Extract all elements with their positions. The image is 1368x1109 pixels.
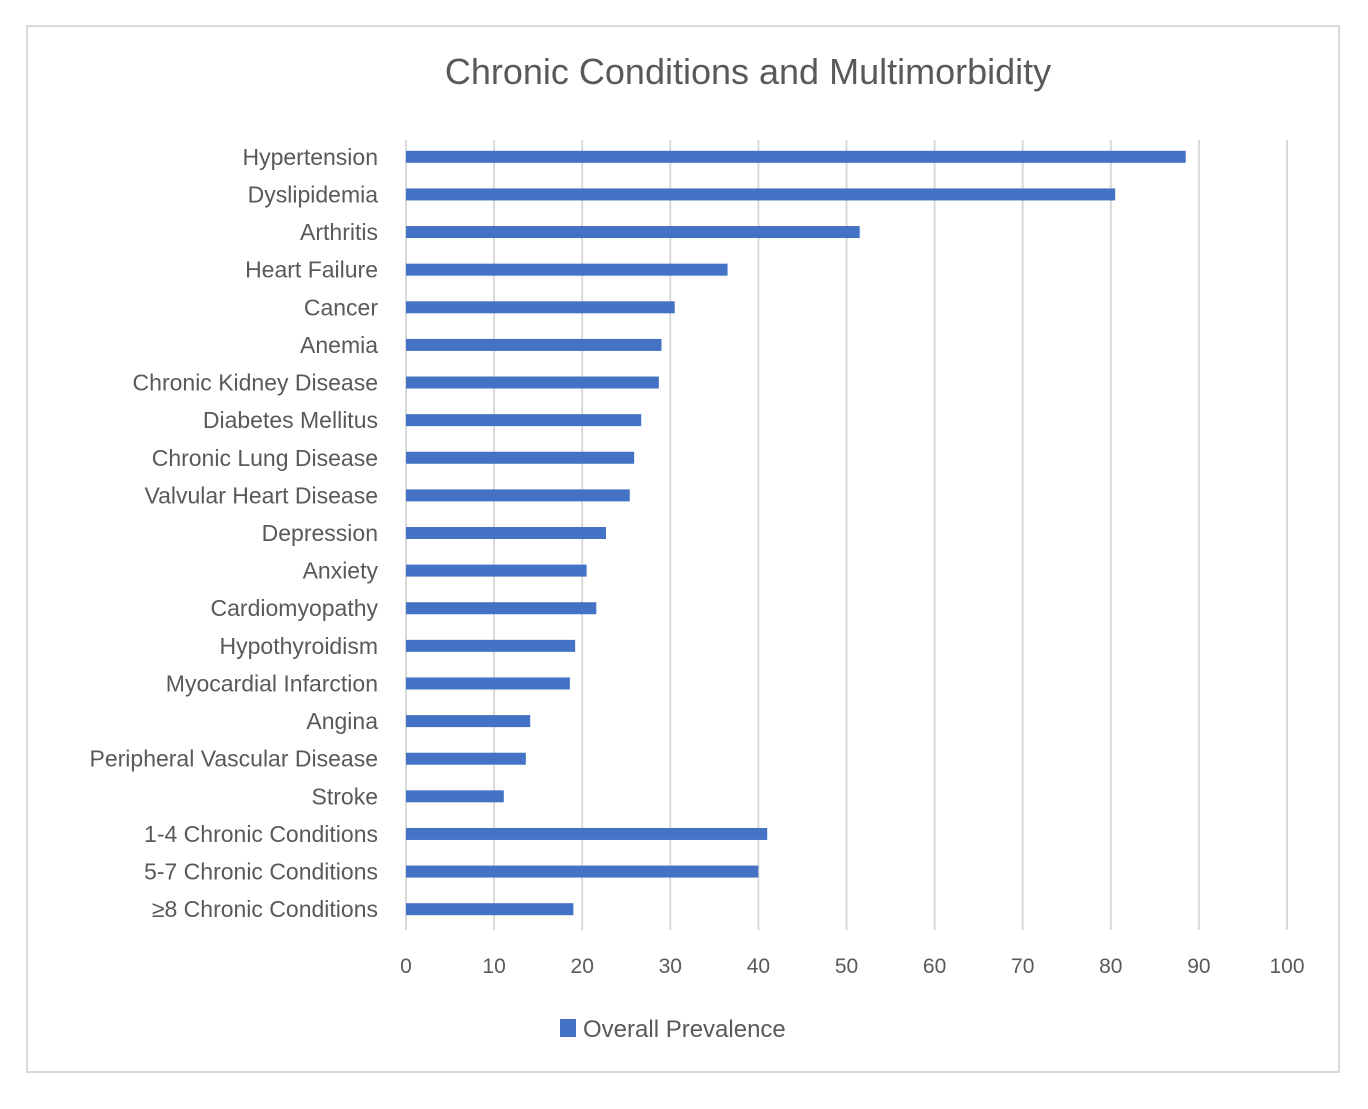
- x-tick-label: 80: [1099, 955, 1122, 978]
- x-tick-label: 20: [571, 955, 594, 978]
- category-label: Hypothyroidism: [220, 633, 379, 659]
- bar: [406, 827, 768, 840]
- category-label: Heart Failure: [245, 257, 378, 283]
- category-label: 5-7 Chronic Conditions: [144, 859, 378, 885]
- bar: [406, 489, 630, 502]
- bar: [406, 752, 526, 765]
- bar: [406, 602, 597, 615]
- bar: [406, 451, 635, 464]
- bar: [406, 790, 504, 803]
- x-tick-label: 60: [923, 955, 946, 978]
- bar: [406, 564, 587, 577]
- bar: [406, 903, 574, 916]
- category-label: Anemia: [300, 332, 378, 358]
- bar: [406, 338, 662, 351]
- x-tick-label: 10: [482, 955, 505, 978]
- x-tick-label: 30: [659, 955, 682, 978]
- category-label: Cancer: [304, 294, 378, 320]
- x-tick-label: 50: [835, 955, 858, 978]
- x-tick-label: 90: [1187, 955, 1210, 978]
- bar: [406, 226, 860, 239]
- category-label: Depression: [262, 520, 378, 546]
- x-axis-ticks: 0 10 20 30 40 50 60 70 80 90 100: [400, 955, 1304, 978]
- legend-swatch: [560, 1019, 576, 1037]
- bar: [406, 376, 659, 389]
- x-tick-label: 100: [1269, 955, 1304, 978]
- category-label: Valvular Heart Disease: [144, 482, 378, 508]
- chart-title: Chronic Conditions and Multimorbidity: [445, 51, 1051, 92]
- bar: [406, 414, 642, 427]
- bar: [406, 263, 728, 276]
- category-label: Myocardial Infarction: [166, 670, 378, 696]
- category-label: Chronic Kidney Disease: [133, 370, 378, 396]
- category-label: Angina: [306, 708, 378, 734]
- x-tick-label: 70: [1011, 955, 1034, 978]
- category-label: Diabetes Mellitus: [203, 407, 378, 433]
- category-label: Stroke: [312, 783, 378, 809]
- x-tick-label: 0: [400, 955, 412, 978]
- category-label: Chronic Lung Disease: [152, 445, 378, 471]
- bar: [406, 150, 1186, 163]
- category-labels: Hypertension Dyslipidemia Arthritis Heart F…: [90, 144, 379, 922]
- bar: [406, 715, 531, 728]
- legend: Overall Prevalence: [560, 1016, 786, 1043]
- category-label: 1-4 Chronic Conditions: [144, 821, 378, 847]
- category-label: ≥8 Chronic Conditions: [152, 896, 378, 922]
- bar: [406, 188, 1116, 201]
- category-label: Dyslipidemia: [248, 181, 379, 207]
- bar: [406, 639, 576, 652]
- bar: [406, 527, 606, 539]
- bar: [406, 677, 570, 690]
- category-label: Arthritis: [300, 219, 378, 245]
- bars: [406, 150, 1186, 916]
- x-tick-label: 40: [747, 955, 770, 978]
- category-label: Anxiety: [303, 558, 379, 584]
- legend-label: Overall Prevalence: [583, 1016, 786, 1043]
- bar: [406, 865, 759, 878]
- category-label: Cardiomyopathy: [211, 595, 379, 621]
- category-label: Hypertension: [242, 144, 378, 170]
- category-label: Peripheral Vascular Disease: [90, 746, 379, 772]
- bar: [406, 301, 675, 314]
